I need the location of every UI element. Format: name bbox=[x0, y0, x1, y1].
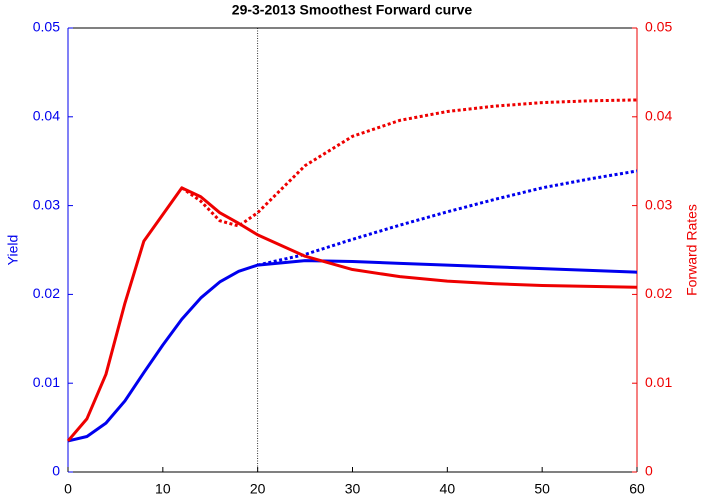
y-tick-label: 0.03 bbox=[33, 196, 60, 212]
x-tick-label: 10 bbox=[155, 481, 171, 497]
y2-tick-label: 0.05 bbox=[645, 19, 672, 35]
y2-axis-label: Forward Rates bbox=[684, 204, 700, 296]
y2-tick-label: 0.02 bbox=[645, 285, 672, 301]
y-tick-label: 0.02 bbox=[33, 285, 60, 301]
plot-area bbox=[68, 28, 637, 472]
x-tick-label: 50 bbox=[534, 481, 550, 497]
y-axis-label: Yield bbox=[5, 235, 21, 266]
y-tick-label: 0.01 bbox=[33, 374, 60, 390]
chart-title: 29-3-2013 Smoothest Forward curve bbox=[232, 2, 473, 18]
x-tick-label: 30 bbox=[345, 481, 361, 497]
series-line bbox=[257, 169, 638, 267]
y2-tick-label: 0.03 bbox=[645, 196, 672, 212]
x-tick-label: 60 bbox=[629, 481, 645, 497]
y-tick-label: 0.05 bbox=[33, 19, 60, 35]
x-tick-label: 0 bbox=[64, 481, 72, 497]
y-tick-label: 0 bbox=[52, 463, 60, 479]
y-tick-label: 0.04 bbox=[33, 108, 60, 124]
x-tick-label: 20 bbox=[250, 481, 266, 497]
y2-tick-label: 0.01 bbox=[645, 374, 672, 390]
series-line bbox=[67, 259, 638, 443]
x-tick-label: 40 bbox=[440, 481, 456, 497]
series-line bbox=[66, 186, 638, 442]
y2-tick-label: 0.04 bbox=[645, 108, 672, 124]
y2-tick-label: 0 bbox=[645, 463, 653, 479]
series-line bbox=[180, 98, 638, 228]
